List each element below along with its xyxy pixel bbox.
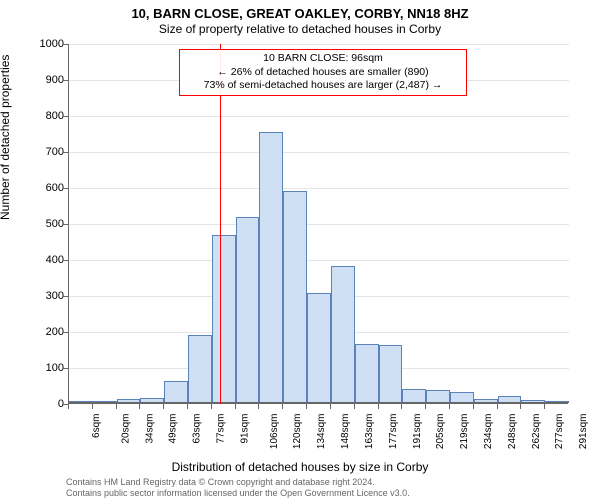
x-tick-label: 106sqm [269, 414, 280, 450]
histogram-bar [307, 293, 331, 403]
attribution-line: Contains public sector information licen… [66, 488, 410, 498]
x-tick-label: 277sqm [554, 414, 565, 450]
plot-area: 10 BARN CLOSE: 96sqm← 26% of detached ho… [68, 44, 568, 404]
histogram-bar [450, 392, 474, 403]
y-tick-label: 300 [24, 290, 64, 302]
reference-line [220, 44, 221, 404]
histogram-bar [521, 400, 545, 403]
histogram-bar [140, 398, 164, 403]
x-tick-label: 6sqm [91, 414, 102, 438]
histogram-bar [426, 390, 450, 403]
y-tick-label: 200 [24, 326, 64, 338]
y-tick-label: 500 [24, 218, 64, 230]
x-tick-label: 49sqm [168, 414, 179, 444]
x-tick-label: 262sqm [531, 414, 542, 450]
x-tick-label: 20sqm [120, 414, 131, 444]
histogram-bar [355, 344, 379, 403]
x-tick-label: 205sqm [435, 414, 446, 450]
y-tick-label: 900 [24, 74, 64, 86]
x-tick-label: 91sqm [239, 414, 250, 444]
y-tick-label: 800 [24, 110, 64, 122]
attribution-text: Contains HM Land Registry data © Crown c… [66, 477, 410, 498]
y-tick-label: 0 [24, 398, 64, 410]
y-tick-label: 600 [24, 182, 64, 194]
x-tick-label: 148sqm [340, 414, 351, 450]
histogram-bar [188, 335, 212, 403]
histogram-bar [117, 399, 141, 403]
histogram-bar [164, 381, 188, 403]
histogram-bar [498, 396, 522, 403]
y-tick-label: 700 [24, 146, 64, 158]
histogram-chart: 10, BARN CLOSE, GREAT OAKLEY, CORBY, NN1… [0, 0, 600, 500]
y-axis-label: Number of detached properties [0, 55, 12, 220]
histogram-bar [259, 132, 283, 403]
annotation-line: ← 26% of detached houses are smaller (89… [186, 66, 460, 80]
x-tick-label: 177sqm [388, 414, 399, 450]
x-tick-label: 77sqm [216, 414, 227, 444]
y-tick-label: 100 [24, 362, 64, 374]
histogram-bar [283, 191, 307, 403]
histogram-bar [402, 389, 426, 403]
x-tick-label: 234sqm [483, 414, 494, 450]
x-tick-label: 34sqm [144, 414, 155, 444]
annotation-line: 73% of semi-detached houses are larger (… [186, 79, 460, 93]
histogram-bar [545, 401, 569, 403]
histogram-bar [379, 345, 403, 403]
x-tick-label: 219sqm [459, 414, 470, 450]
y-tick-label: 400 [24, 254, 64, 266]
histogram-bar [212, 235, 236, 403]
chart-subtitle: Size of property relative to detached ho… [0, 22, 600, 36]
histogram-bar [236, 217, 260, 403]
chart-title: 10, BARN CLOSE, GREAT OAKLEY, CORBY, NN1… [0, 6, 600, 21]
x-tick-label: 134sqm [316, 414, 327, 450]
x-tick-label: 63sqm [192, 414, 203, 444]
x-tick-label: 120sqm [293, 414, 304, 450]
histogram-bar [331, 266, 355, 403]
x-tick-label: 191sqm [412, 414, 423, 450]
attribution-line: Contains HM Land Registry data © Crown c… [66, 477, 410, 487]
annotation-box: 10 BARN CLOSE: 96sqm← 26% of detached ho… [179, 49, 467, 96]
histogram-bar [93, 401, 117, 403]
y-tick-label: 1000 [24, 38, 64, 50]
x-tick-label: 291sqm [578, 414, 589, 450]
histogram-bar [474, 399, 498, 403]
annotation-line: 10 BARN CLOSE: 96sqm [186, 52, 460, 66]
x-axis-label: Distribution of detached houses by size … [0, 460, 600, 474]
histogram-bar [69, 401, 93, 403]
x-tick-label: 163sqm [364, 414, 375, 450]
x-tick-label: 248sqm [507, 414, 518, 450]
